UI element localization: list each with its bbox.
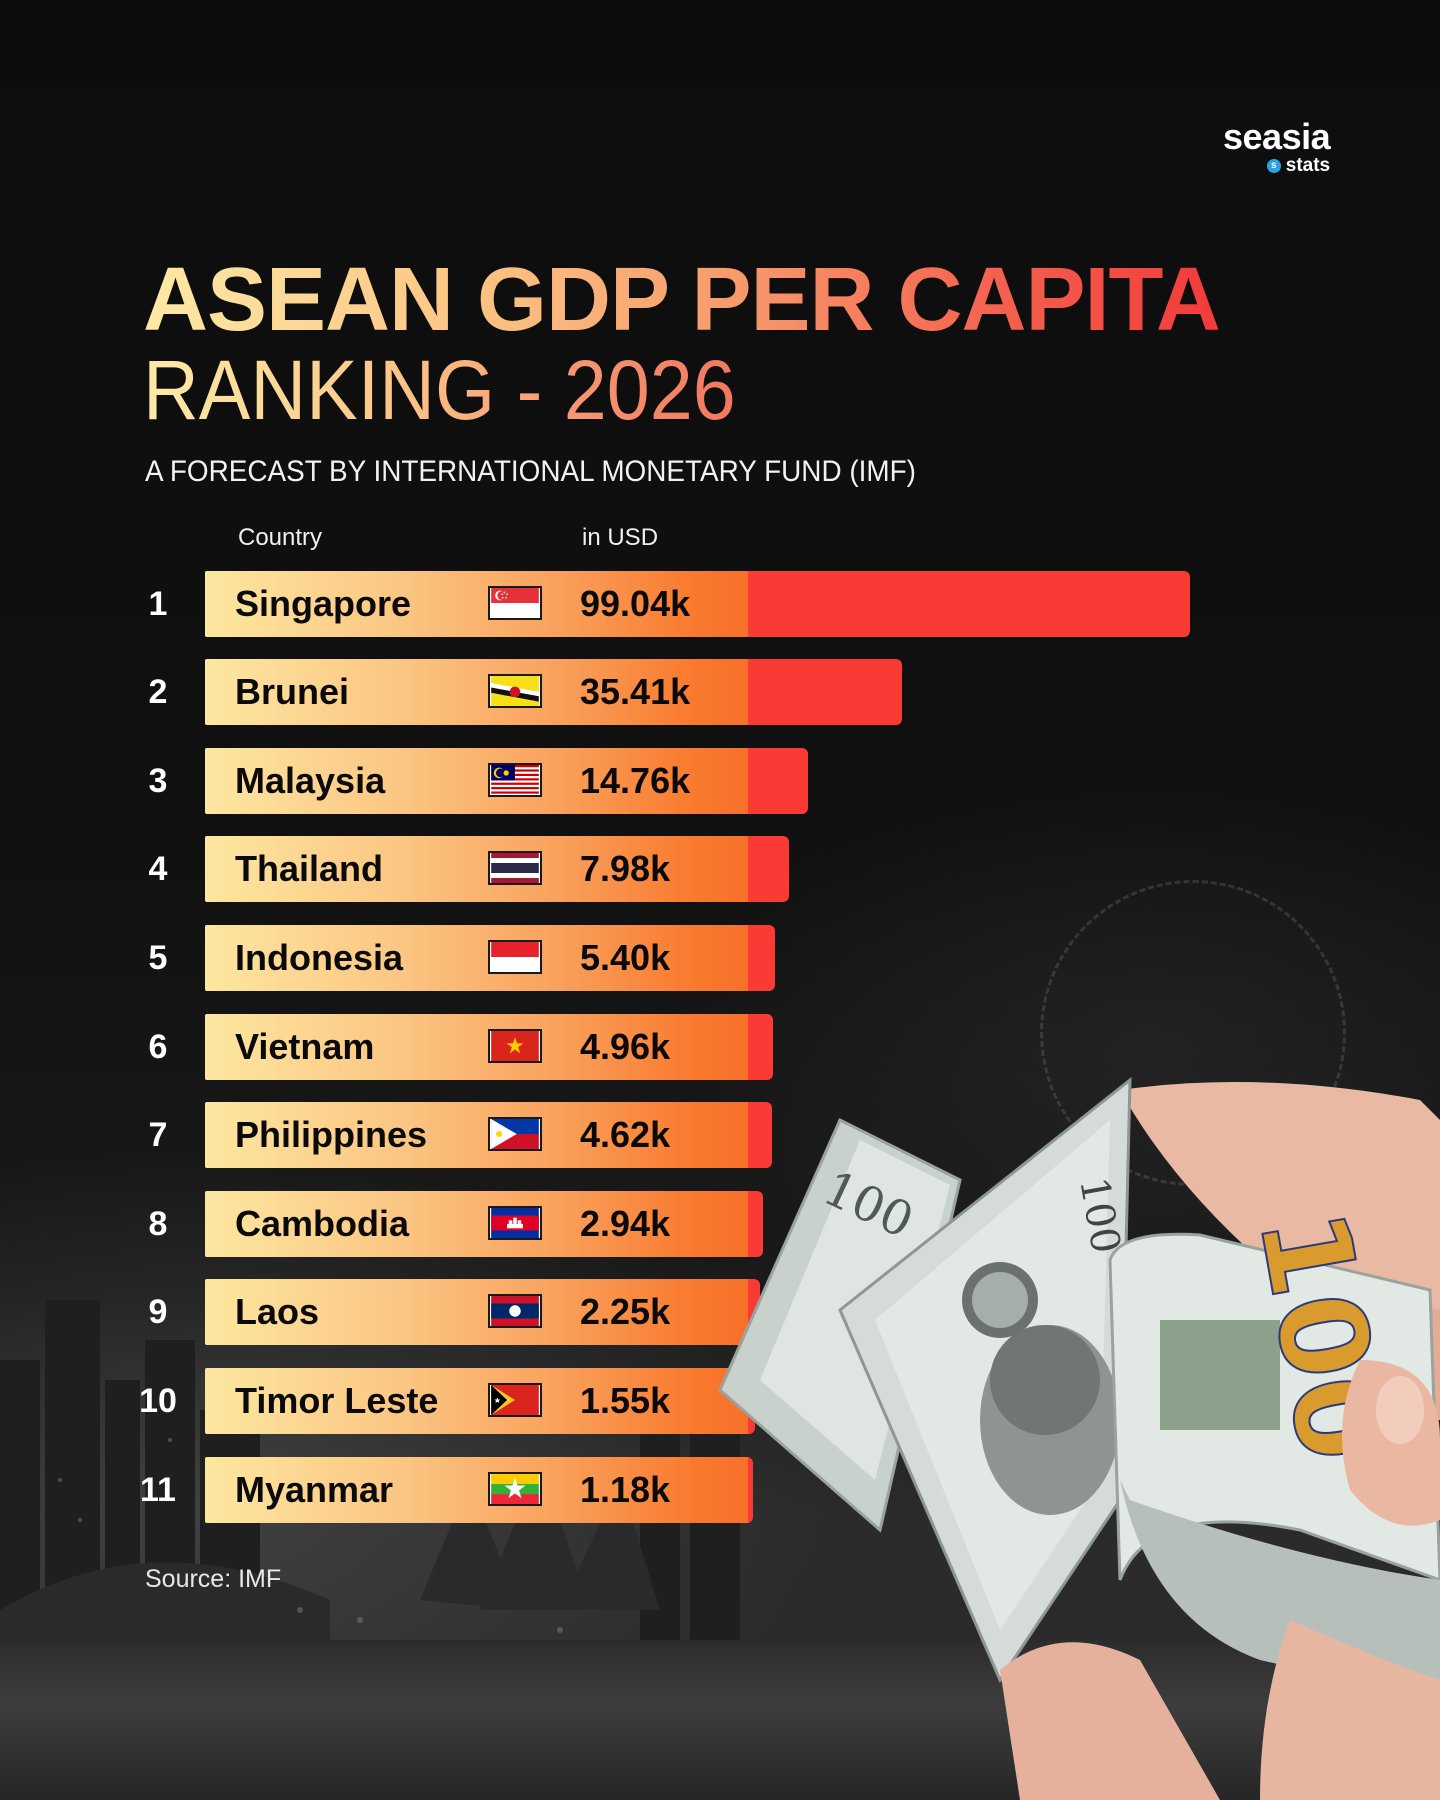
- vietnam-flag-icon: [488, 1029, 542, 1063]
- myanmar-flag-icon: [488, 1472, 542, 1506]
- ranking-row: 1 Singapore 99.04k: [0, 571, 1440, 637]
- philippines-flag-icon: [488, 1117, 542, 1151]
- gdp-bar: [205, 659, 902, 725]
- rank-number: 11: [140, 1471, 176, 1509]
- ranking-row: 11 Myanmar 1.18k: [0, 1457, 1440, 1523]
- logo-brand: seasia: [1223, 116, 1331, 157]
- gdp-bar: [205, 1457, 753, 1523]
- gdp-value: 5.40k: [580, 937, 671, 978]
- laos-flag-icon: [488, 1294, 542, 1328]
- rank-number: 9: [148, 1293, 168, 1331]
- logo-sub: s stats: [1223, 156, 1330, 176]
- source-note: Source: IMF: [145, 1565, 282, 1593]
- rank-number: 6: [148, 1028, 168, 1066]
- rank-number: 10: [139, 1382, 177, 1420]
- ranking-row: 4 Thailand 7.98k: [0, 836, 1440, 902]
- gdp-bar: [205, 1102, 772, 1168]
- country-name: Philippines: [235, 1114, 428, 1155]
- gdp-value: 4.96k: [580, 1026, 671, 1067]
- brunei-flag-icon: [488, 674, 542, 708]
- country-name: Vietnam: [235, 1026, 375, 1067]
- ranking-row: 6 Vietnam 4.96k: [0, 1014, 1440, 1080]
- rank-number: 5: [148, 939, 168, 977]
- seasia-stats-logo: seasia s stats: [1223, 116, 1331, 176]
- singapore-flag-icon: [488, 586, 542, 620]
- country-name: Laos: [235, 1291, 320, 1332]
- country-name: Singapore: [235, 583, 412, 624]
- country-name: Cambodia: [235, 1203, 410, 1244]
- gdp-bar: [205, 571, 1190, 637]
- gdp-bar: [205, 1368, 755, 1434]
- gdp-value: 2.25k: [580, 1291, 671, 1332]
- gdp-value: 1.18k: [580, 1469, 671, 1510]
- page-title: ASEAN GDP PER CAPITA: [143, 250, 1221, 350]
- gdp-bar: [205, 1279, 760, 1345]
- gdp-value: 35.41k: [580, 671, 691, 712]
- country-name: Indonesia: [235, 937, 404, 978]
- gdp-value: 7.98k: [580, 848, 671, 889]
- logo-sub-text: stats: [1285, 155, 1331, 176]
- ranking-row: 9 Laos 2.25k: [0, 1279, 1440, 1345]
- rank-number: 3: [148, 762, 168, 800]
- ranking-row: 7 Philippines 4.62k: [0, 1102, 1440, 1168]
- gdp-value: 14.76k: [580, 760, 691, 801]
- page-title-line2: RANKING - 2026: [143, 343, 736, 437]
- column-header-value: in USD: [582, 524, 659, 551]
- ranking-row: 3 Malaysia 14.76k: [0, 748, 1440, 814]
- ranking-row: 10 Timor Leste 1.55k: [0, 1368, 1440, 1434]
- country-name: Malaysia: [235, 760, 386, 801]
- rank-number: 1: [148, 585, 168, 623]
- rank-number: 8: [148, 1205, 168, 1243]
- cambodia-flag-icon: [488, 1206, 542, 1240]
- malaysia-flag-icon: [488, 763, 542, 797]
- gdp-value: 4.62k: [580, 1114, 671, 1155]
- thailand-flag-icon: [488, 851, 542, 885]
- country-name: Brunei: [235, 671, 350, 712]
- gdp-value: 99.04k: [580, 583, 691, 624]
- globe-icon: s: [1266, 159, 1281, 173]
- ranking-row: 8 Cambodia 2.94k: [0, 1191, 1440, 1257]
- rank-number: 4: [148, 850, 168, 888]
- column-header-country: Country: [238, 524, 323, 551]
- country-name: Timor Leste: [235, 1380, 439, 1421]
- country-name: Myanmar: [235, 1469, 394, 1510]
- gdp-value: 1.55k: [580, 1380, 671, 1421]
- country-name: Thailand: [235, 848, 384, 889]
- rank-number: 2: [148, 673, 168, 711]
- gdp-bar: [205, 925, 775, 991]
- money-in-hand-image: 100 100 100: [718, 1076, 1440, 1800]
- page-subtitle: A FORECAST BY INTERNATIONAL MONETARY FUN…: [145, 455, 916, 488]
- ranking-row: 2 Brunei 35.41k: [0, 659, 1440, 725]
- gdp-value: 2.94k: [580, 1203, 671, 1244]
- ranking-row: 5 Indonesia 5.40k: [0, 925, 1440, 991]
- gdp-bar: [205, 1191, 763, 1257]
- indonesia-flag-icon: [488, 940, 542, 974]
- timor-leste-flag-icon: [488, 1383, 542, 1417]
- rank-number: 7: [148, 1116, 168, 1154]
